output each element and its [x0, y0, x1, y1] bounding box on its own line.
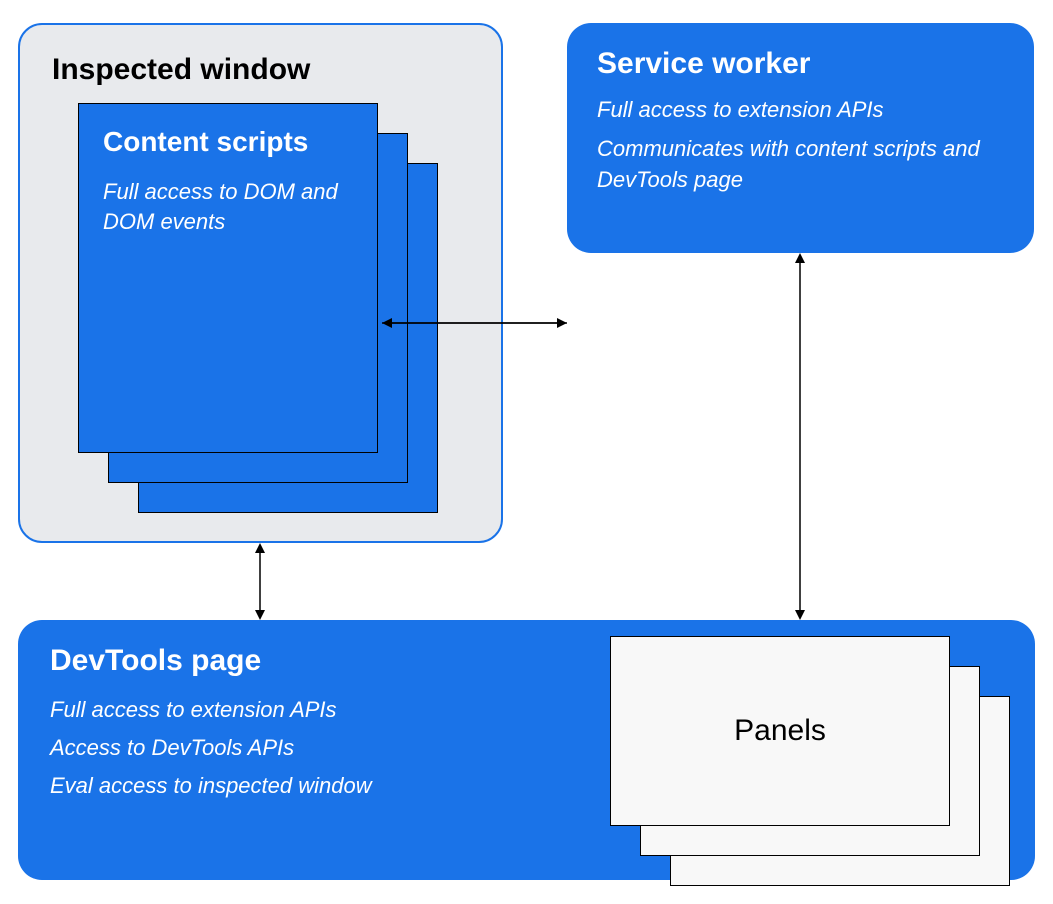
panel-card: Panels: [610, 636, 950, 826]
content-scripts-card: Content scripts Full access to DOM and D…: [78, 103, 378, 453]
inspected-window-title: Inspected window: [52, 53, 469, 87]
panels-label: Panels: [734, 714, 826, 748]
content-scripts-desc: Full access to DOM and DOM events: [103, 177, 353, 236]
content-scripts-title: Content scripts: [103, 124, 353, 159]
content-scripts-stack: Content scripts Full access to DOM and D…: [78, 103, 378, 453]
service-worker-desc2: Communicates with content scripts and De…: [597, 134, 1004, 196]
service-worker-desc1: Full access to extension APIs: [597, 95, 1004, 126]
architecture-diagram: Inspected window Content scripts Full ac…: [0, 0, 1053, 904]
service-worker-box: Service worker Full access to extension …: [567, 23, 1034, 253]
service-worker-title: Service worker: [597, 47, 1004, 81]
